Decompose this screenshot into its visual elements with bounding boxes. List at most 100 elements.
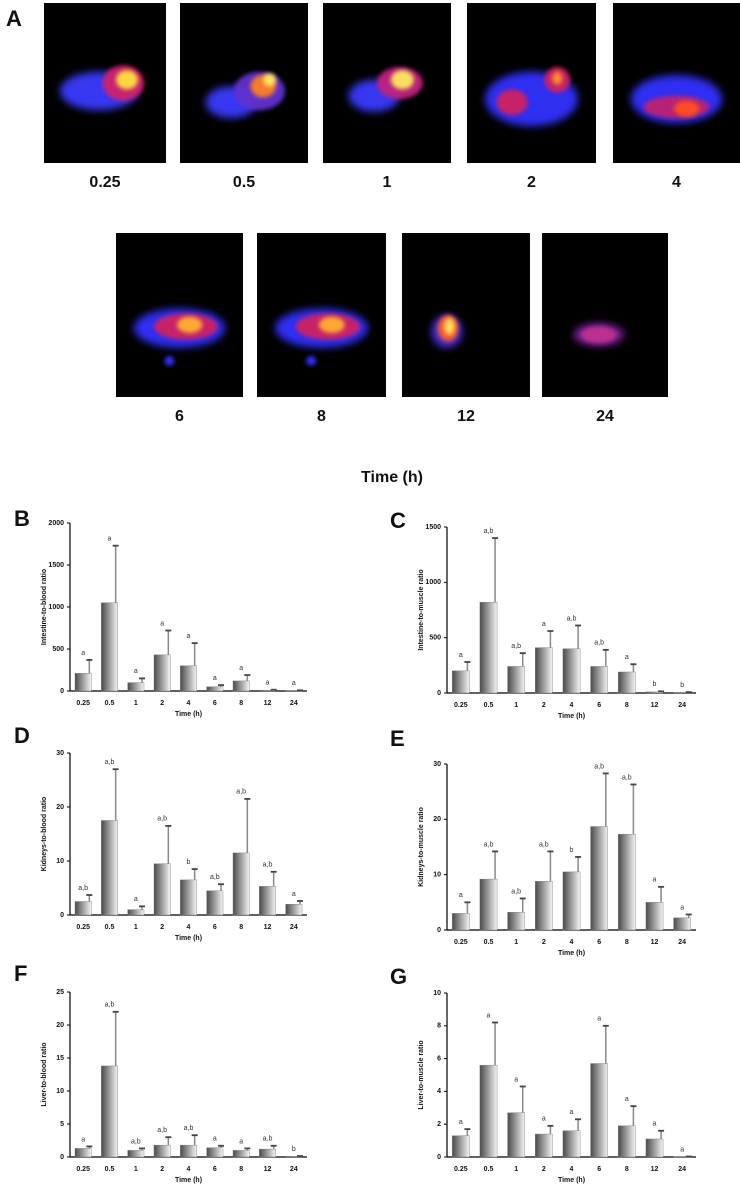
- x-tick-label: 1: [134, 700, 138, 707]
- error-bar: [191, 1134, 198, 1146]
- y-tick-label: 2000: [48, 520, 64, 527]
- significance-label: a: [459, 1119, 463, 1126]
- error-bar: [547, 1124, 554, 1135]
- bar: [618, 671, 636, 694]
- panel-a-xlabel: Time (h): [361, 469, 423, 486]
- panel-label: B: [14, 506, 30, 531]
- image-time-label: 2: [527, 174, 536, 191]
- x-tick-label: 1: [514, 1166, 518, 1173]
- x-tick-label: 0.25: [454, 939, 468, 946]
- image-background: [402, 233, 530, 397]
- bar: [259, 1148, 276, 1158]
- bar: [74, 1148, 92, 1158]
- significance-label: a: [81, 1136, 85, 1143]
- significance-label: a: [459, 892, 463, 899]
- y-tick-label: 0: [437, 1154, 441, 1161]
- significance-label: a: [653, 1121, 657, 1128]
- error-bar: [112, 1010, 119, 1066]
- bar: [232, 680, 250, 692]
- x-tick-label: 4: [187, 924, 191, 931]
- error-bar: [602, 648, 609, 667]
- error-bar: [492, 537, 499, 603]
- bar: [452, 1135, 470, 1158]
- bar: [507, 666, 525, 694]
- error-bar: [519, 897, 526, 913]
- bar: [590, 826, 608, 931]
- error-bar: [464, 1128, 471, 1136]
- image-time-label: 12: [457, 408, 475, 425]
- significance-label: a,b: [236, 789, 246, 796]
- panel-label: D: [14, 723, 30, 748]
- significance-label: a: [160, 620, 164, 627]
- error-bar: [244, 674, 251, 681]
- significance-label: a: [625, 654, 629, 661]
- panel-label: F: [14, 961, 27, 986]
- significance-label: a,b: [484, 528, 494, 535]
- x-tick-label: 0.5: [484, 939, 494, 946]
- bar: [562, 871, 581, 931]
- scan-image: [402, 233, 530, 397]
- significance-label: a: [680, 1146, 684, 1153]
- bar: [101, 1065, 118, 1158]
- x-tick-label: 24: [678, 939, 686, 946]
- bar: [153, 654, 171, 692]
- significance-label: a: [213, 1136, 217, 1143]
- y-tick-label: 25: [56, 989, 64, 996]
- error-bar: [138, 1147, 145, 1151]
- significance-label: a: [292, 680, 296, 687]
- bar: [507, 912, 525, 931]
- x-tick-label: 2: [160, 924, 164, 931]
- error-bar: [658, 1129, 665, 1139]
- uptake-blob: [263, 73, 276, 87]
- bar: [206, 1147, 224, 1158]
- error-bar: [244, 798, 251, 853]
- image-time-label: 6: [175, 408, 184, 425]
- bar: [153, 1144, 171, 1158]
- bar: [590, 666, 608, 694]
- error-bar: [217, 684, 224, 687]
- y-tick-label: 8: [437, 1023, 441, 1030]
- x-tick-label: 12: [264, 1166, 272, 1173]
- x-tick-label: 4: [187, 1166, 191, 1173]
- x-tick-label: 2: [542, 1166, 546, 1173]
- x-tick-label: 0.5: [484, 702, 494, 709]
- uptake-blob: [673, 100, 700, 117]
- y-axis-label: Liver-to-blood ratio: [41, 1042, 48, 1106]
- bar: [74, 901, 92, 916]
- bar: [479, 1064, 498, 1158]
- error-bar: [547, 850, 554, 882]
- significance-label: b: [653, 681, 657, 688]
- x-axis-label: Time (h): [558, 713, 585, 720]
- y-tick-label: 30: [56, 750, 64, 757]
- significance-label: a: [459, 652, 463, 659]
- x-tick-label: 0.25: [454, 702, 468, 709]
- x-axis-label: Time (h): [558, 1177, 585, 1184]
- significance-label: a: [239, 1138, 243, 1145]
- significance-label: a,b: [567, 615, 577, 622]
- y-tick-label: 10: [56, 858, 64, 865]
- y-axis-label: Intestine-to-blood ratio: [41, 569, 48, 645]
- bar: [535, 1133, 553, 1158]
- bar: [206, 686, 224, 692]
- y-tick-label: 0: [437, 690, 441, 697]
- error-bar: [270, 1144, 277, 1150]
- bar: [259, 886, 276, 916]
- image-time-label: 4: [672, 174, 681, 191]
- significance-label: a: [653, 877, 657, 884]
- x-tick-label: 8: [625, 702, 629, 709]
- significance-label: a,b: [131, 1138, 141, 1145]
- bar: [153, 863, 171, 916]
- x-tick-label: 0.25: [454, 1166, 468, 1173]
- significance-label: a: [213, 675, 217, 682]
- error-bar: [86, 1145, 93, 1149]
- uptake-blob: [496, 89, 528, 115]
- significance-label: b: [570, 847, 574, 854]
- error-bar: [464, 661, 471, 671]
- significance-label: a,b: [157, 1127, 167, 1134]
- bar: [618, 1125, 636, 1158]
- significance-label: a,b: [78, 885, 88, 892]
- scan-image: [542, 233, 668, 397]
- image-time-label: 24: [596, 408, 614, 425]
- significance-label: a: [542, 1116, 546, 1123]
